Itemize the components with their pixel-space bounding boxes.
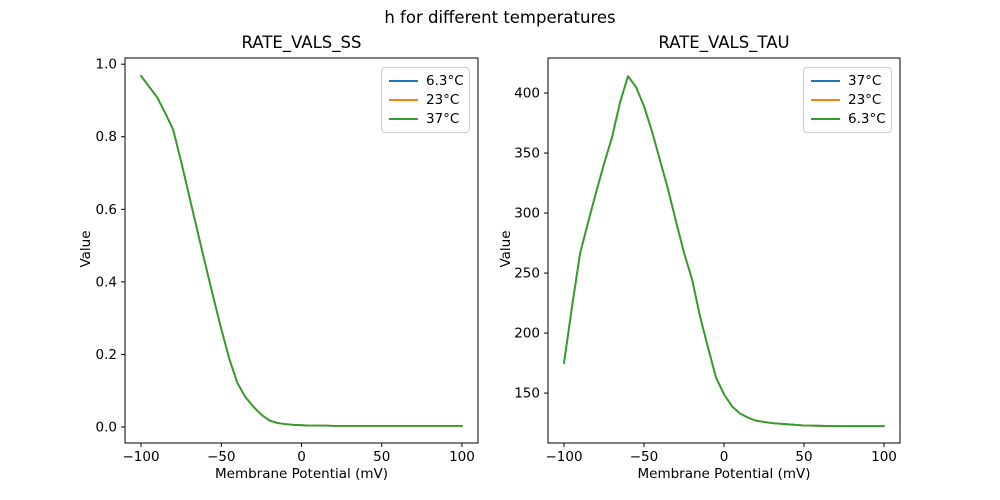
legend-label: 6.3°C (848, 111, 886, 128)
tau-x-tick-label: 50 (795, 449, 812, 465)
legend-line-sample (811, 118, 840, 121)
subplot-ss-title: RATE_VALS_SS (241, 33, 362, 52)
legend-ss: 6.3°C 23°C 37°C (381, 67, 470, 133)
tau-y-tick-label: 350 (514, 146, 540, 162)
tau-x-tick-label: −50 (630, 449, 659, 465)
tau-x-tick-label: 100 (871, 449, 897, 465)
figure-title: h for different temperatures (384, 8, 616, 27)
ss-y-tick-label: 0.6 (96, 202, 117, 218)
legend-tau: 37°C 23°C 6.3°C (803, 67, 892, 133)
subplot-ss-xlabel: Membrane Potential (mV) (214, 466, 388, 482)
tau-y-tick-label: 300 (514, 206, 540, 222)
tau-x-tick-label: 0 (720, 449, 729, 465)
legend-label: 23°C (426, 91, 460, 108)
tau-y-tick-label: 200 (514, 326, 540, 342)
tau-y-tick-label: 400 (514, 86, 540, 102)
legend-entry: 6.3°C (389, 72, 464, 89)
ss-y-tick-label: 0.2 (96, 347, 117, 363)
legend-entry: 6.3°C (811, 111, 886, 128)
ss-series-line-37°C (140, 74, 463, 427)
legend-line-sample (389, 118, 418, 121)
legend-label: 37°C (426, 111, 460, 128)
subplot-tau-title: RATE_VALS_TAU (658, 33, 790, 52)
ss-x-tick-label: 50 (373, 449, 390, 465)
tau-x-tick-label: −100 (545, 449, 582, 465)
ss-x-tick-label: −100 (122, 449, 159, 465)
tau-series-line-6.3°C (563, 75, 885, 427)
legend-line-sample (811, 98, 840, 101)
ss-y-tick-label: 0.4 (96, 274, 117, 290)
legend-label: 37°C (848, 72, 882, 89)
ss-y-tick-label: 1.0 (96, 57, 117, 73)
ss-y-tick-label: 0.0 (96, 420, 117, 436)
legend-line-sample (811, 79, 840, 82)
ss-x-tick-label: 100 (449, 449, 475, 465)
ss-y-tick-label: 0.8 (96, 129, 117, 145)
legend-entry: 23°C (389, 92, 463, 108)
legend-entry: 37°C (389, 111, 463, 127)
legend-line-sample (389, 98, 418, 101)
tau-y-tick-label: 250 (514, 266, 540, 282)
legend-line-sample (389, 79, 418, 82)
legend-entry: 37°C (811, 73, 885, 89)
tau-y-tick-label: 150 (514, 386, 540, 402)
subplot-tau-xlabel: Membrane Potential (mV) (637, 466, 811, 482)
legend-label: 23°C (848, 91, 882, 108)
legend-entry: 23°C (811, 92, 885, 108)
ss-x-tick-label: −50 (207, 449, 236, 465)
legend-label: 6.3°C (426, 72, 464, 89)
ss-x-tick-label: 0 (297, 449, 306, 465)
